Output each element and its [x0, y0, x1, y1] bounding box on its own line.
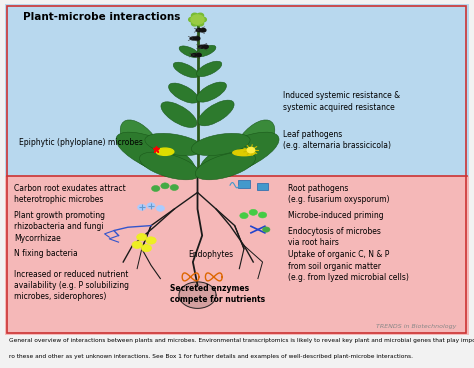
Circle shape [161, 183, 169, 189]
Circle shape [137, 234, 147, 241]
Ellipse shape [196, 45, 216, 57]
Text: Plant-microbe interactions: Plant-microbe interactions [23, 12, 181, 22]
Circle shape [197, 13, 203, 18]
Text: Endophytes: Endophytes [188, 251, 233, 259]
Text: Microbe-induced priming: Microbe-induced priming [288, 210, 384, 220]
Circle shape [195, 37, 200, 40]
Ellipse shape [169, 83, 199, 103]
Ellipse shape [196, 29, 203, 32]
Circle shape [147, 203, 155, 209]
Ellipse shape [145, 133, 204, 156]
Text: Carbon root exudates attract
heterotrophic microbes: Carbon root exudates attract heterotroph… [14, 184, 126, 204]
Text: ro these and other as yet unknown interactions. See Box 1 for further details an: ro these and other as yet unknown intera… [9, 354, 413, 359]
Circle shape [201, 29, 206, 32]
Circle shape [203, 45, 208, 49]
Text: Root pathogens
(e.g. fusarium oxysporum): Root pathogens (e.g. fusarium oxysporum) [288, 184, 390, 204]
Ellipse shape [233, 150, 255, 156]
Circle shape [132, 241, 142, 248]
Bar [238, 180, 249, 188]
Ellipse shape [199, 45, 206, 48]
Circle shape [191, 15, 204, 24]
Ellipse shape [139, 152, 200, 180]
Text: Uptake of organic C, N & P
from soil organic matter
(e.g. from lyzed microbial c: Uptake of organic C, N & P from soil org… [288, 251, 409, 282]
Polygon shape [179, 282, 216, 308]
Ellipse shape [173, 62, 199, 78]
Circle shape [200, 17, 206, 22]
Text: Increased or reduced nutrient
availability (e.g. P solubilizing
microbes, sidero: Increased or reduced nutrient availabili… [14, 270, 129, 301]
Ellipse shape [195, 152, 255, 180]
Circle shape [156, 205, 164, 211]
Ellipse shape [232, 120, 275, 169]
Ellipse shape [198, 100, 234, 126]
Text: N fixing bacteria: N fixing bacteria [14, 249, 78, 258]
Ellipse shape [120, 120, 164, 169]
Text: TRENDS in Biotechnology: TRENDS in Biotechnology [376, 324, 457, 329]
Text: Secreted enzymes
compete for nutrients: Secreted enzymes compete for nutrients [170, 284, 265, 304]
Ellipse shape [179, 46, 199, 57]
Circle shape [146, 237, 156, 244]
Circle shape [191, 13, 198, 18]
Ellipse shape [116, 132, 195, 177]
Ellipse shape [191, 53, 199, 57]
Circle shape [263, 227, 270, 232]
Circle shape [197, 21, 203, 26]
Circle shape [170, 184, 179, 191]
Circle shape [197, 53, 201, 57]
Text: Induced systemic resistance &
systemic acquired resistance: Induced systemic resistance & systemic a… [283, 92, 401, 112]
Circle shape [247, 148, 255, 153]
Text: Plant growth promoting
rhizobacteria and fungi: Plant growth promoting rhizobacteria and… [14, 210, 105, 231]
Circle shape [152, 185, 160, 191]
Ellipse shape [156, 148, 174, 155]
Circle shape [191, 21, 198, 26]
Text: Mycorrhizae: Mycorrhizae [14, 234, 61, 243]
Ellipse shape [191, 133, 250, 156]
Circle shape [258, 212, 267, 218]
Ellipse shape [197, 61, 222, 77]
Circle shape [137, 204, 146, 210]
Ellipse shape [200, 132, 279, 177]
Circle shape [141, 244, 152, 252]
Ellipse shape [190, 37, 198, 40]
Ellipse shape [196, 82, 227, 102]
Text: Epiphytic (phyloplane) microbes: Epiphytic (phyloplane) microbes [18, 138, 143, 147]
Bar [5, 4, 469, 176]
Text: Endocytosis of microbes
via root hairs: Endocytosis of microbes via root hairs [288, 227, 381, 247]
Circle shape [249, 209, 257, 215]
Circle shape [189, 17, 195, 22]
Circle shape [240, 213, 248, 219]
Bar [257, 183, 268, 191]
Bar [5, 176, 469, 335]
Text: General overview of interactions between plants and microbes. Environmental tran: General overview of interactions between… [9, 338, 474, 343]
Ellipse shape [161, 102, 197, 127]
Text: Leaf pathogens
(e.g. alternaria brassicicola): Leaf pathogens (e.g. alternaria brassici… [283, 130, 392, 150]
